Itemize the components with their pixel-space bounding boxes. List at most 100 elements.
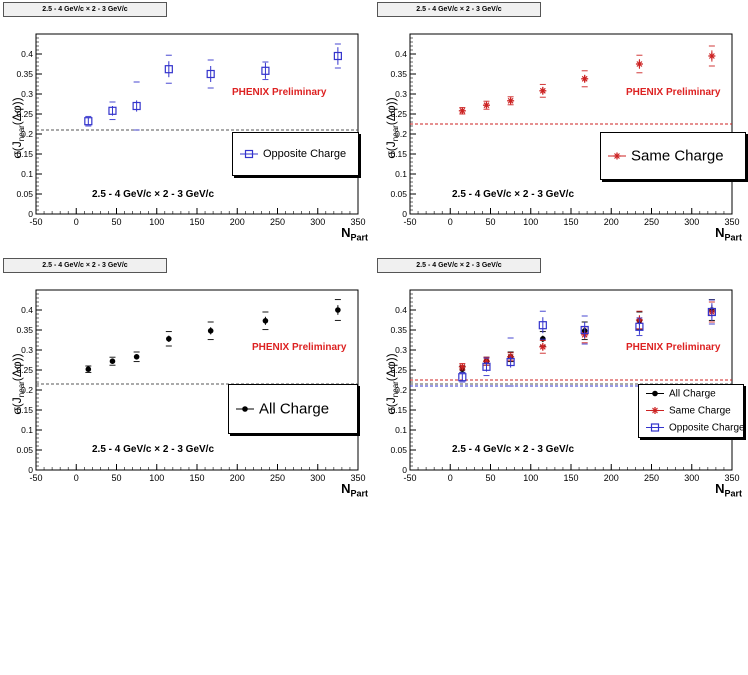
panel-tag: 2.5 - 4 GeV/c × 2 - 3 GeV/c — [377, 2, 541, 17]
y-tick-label: 0.1 — [395, 169, 407, 179]
data-point — [84, 117, 93, 126]
y-tick-label: 0 — [402, 465, 407, 475]
legend-marker — [646, 390, 664, 397]
legend-entry: All Charge — [639, 385, 743, 402]
kinematics-label: 2.5 - 4 GeV/c × 2 - 3 GeV/c — [452, 444, 575, 455]
y-tick-label: 0.3 — [21, 89, 33, 99]
phenix-preliminary-label: PHENIX Preliminary — [232, 87, 327, 98]
data-point — [207, 328, 214, 334]
x-tick-label: 150 — [189, 217, 204, 227]
legend-marker — [646, 423, 664, 432]
legend-marker-shape — [244, 149, 254, 159]
data-point — [206, 69, 215, 79]
x-tick-label: 50 — [111, 217, 121, 227]
y-tick-label: 0.15 — [16, 405, 33, 415]
legend-marker — [240, 149, 258, 159]
kinematics-label: 2.5 - 4 GeV/c × 2 - 3 GeV/c — [92, 444, 215, 455]
x-tick-label: 150 — [563, 473, 578, 483]
chart-plot-area: -50 0 50 100 150 200 250 300 35000.050.10.150.20… — [390, 289, 740, 483]
x-tick-label: 0 — [448, 473, 453, 483]
chart-plot-area: -50 0 50 100 150 200 250 300 35000.050.10.150.20… — [390, 33, 740, 227]
legend: All Charge — [228, 384, 358, 434]
legend: Same Charge — [600, 132, 746, 180]
y-axis-label: σ(Jnear(Δφ)) — [383, 353, 401, 415]
y-tick-label: 0.05 — [390, 189, 407, 199]
data-point — [458, 107, 466, 115]
legend-label: Same Charge — [669, 405, 731, 416]
data-point — [166, 336, 172, 342]
chart-plot-area: -50 0 50 100 150 200 250 300 35000.050.10.150.20… — [16, 33, 366, 227]
data-point — [335, 307, 341, 313]
data-point — [482, 362, 491, 371]
data-point — [635, 60, 643, 68]
x-tick-label: 200 — [230, 473, 245, 483]
x-tick-label: 250 — [270, 473, 285, 483]
y-tick-label: 0.2 — [395, 385, 407, 395]
chart-plot-area: -50 0 50 100 150 200 250 300 35000.050.10.150.20… — [16, 289, 366, 483]
legend-label: All Charge — [669, 388, 716, 399]
panel-tag: 2.5 - 4 GeV/c × 2 - 3 GeV/c — [3, 258, 167, 273]
legend-entry: All Charge — [229, 385, 357, 433]
x-axis-label: NPart — [341, 225, 368, 243]
y-tick-label: 0.15 — [16, 149, 33, 159]
y-tick-label: 0.35 — [390, 69, 407, 79]
x-tick-label: 200 — [604, 217, 619, 227]
x-tick-label: -50 — [29, 217, 42, 227]
data-point — [261, 66, 270, 75]
legend-entry: Same Charge — [601, 133, 745, 179]
x-tick-label: 100 — [523, 473, 538, 483]
data-point — [133, 354, 140, 360]
x-tick-label: 250 — [644, 473, 659, 483]
y-tick-label: 0.25 — [390, 109, 407, 119]
data-point — [707, 307, 716, 317]
y-tick-label: 0.25 — [390, 365, 407, 375]
legend-marker-shape — [651, 407, 659, 414]
kinematics-label: 2.5 - 4 GeV/c × 2 - 3 GeV/c — [452, 189, 575, 200]
phenix-preliminary-label: PHENIX Preliminary — [626, 342, 721, 353]
legend-marker-shape — [650, 423, 660, 432]
chart-panel-combined: 2.5 - 4 GeV/c × 2 - 3 GeV/c -50 0 50 100 150… — [374, 256, 748, 512]
x-axis-label: NPart — [715, 225, 742, 243]
x-tick-label: 250 — [644, 217, 659, 227]
x-tick-label: 0 — [74, 217, 79, 227]
data-point — [635, 322, 644, 331]
y-tick-label: 0.15 — [390, 149, 407, 159]
data-point — [85, 366, 92, 372]
y-tick-label: 0 — [28, 209, 33, 219]
x-tick-label: 200 — [230, 217, 245, 227]
y-tick-label: 0.05 — [16, 189, 33, 199]
kinematics-label: 2.5 - 4 GeV/c × 2 - 3 GeV/c — [92, 189, 215, 200]
y-tick-label: 0.05 — [16, 445, 33, 455]
data-point — [539, 87, 547, 95]
data-point — [708, 52, 716, 60]
y-tick-label: 0.2 — [395, 129, 407, 139]
legend-marker — [646, 407, 664, 414]
data-point — [482, 101, 490, 109]
legend-label: Opposite Charge — [263, 148, 347, 160]
y-tick-label: 0.1 — [21, 169, 33, 179]
x-tick-label: 150 — [563, 217, 578, 227]
x-tick-label: 350 — [350, 217, 365, 227]
data-point — [164, 65, 173, 74]
legend-marker-shape — [613, 152, 621, 160]
legend-marker — [608, 152, 626, 160]
x-axis-label: NPart — [715, 481, 742, 499]
y-tick-label: 0.3 — [395, 345, 407, 355]
y-tick-label: 0.35 — [16, 325, 33, 335]
data-point — [580, 325, 589, 335]
x-tick-label: 50 — [485, 217, 495, 227]
data-point — [132, 101, 141, 111]
panel-tag: 2.5 - 4 GeV/c × 2 - 3 GeV/c — [3, 2, 167, 17]
x-tick-label: 300 — [684, 217, 699, 227]
y-axis-label: σ(Jnear(Δφ)) — [383, 97, 401, 159]
x-axis-label: NPart — [341, 481, 368, 499]
data-point — [506, 357, 515, 367]
y-axis-label: σ(Jnear(Δφ)) — [9, 97, 27, 159]
y-tick-label: 0.05 — [390, 445, 407, 455]
y-tick-label: 0.4 — [395, 49, 407, 59]
phenix-preliminary-label: PHENIX Preliminary — [626, 87, 721, 98]
legend-marker-shape — [652, 390, 658, 397]
x-tick-label: 0 — [74, 473, 79, 483]
y-tick-label: 0.1 — [21, 425, 33, 435]
data-point — [333, 51, 342, 61]
